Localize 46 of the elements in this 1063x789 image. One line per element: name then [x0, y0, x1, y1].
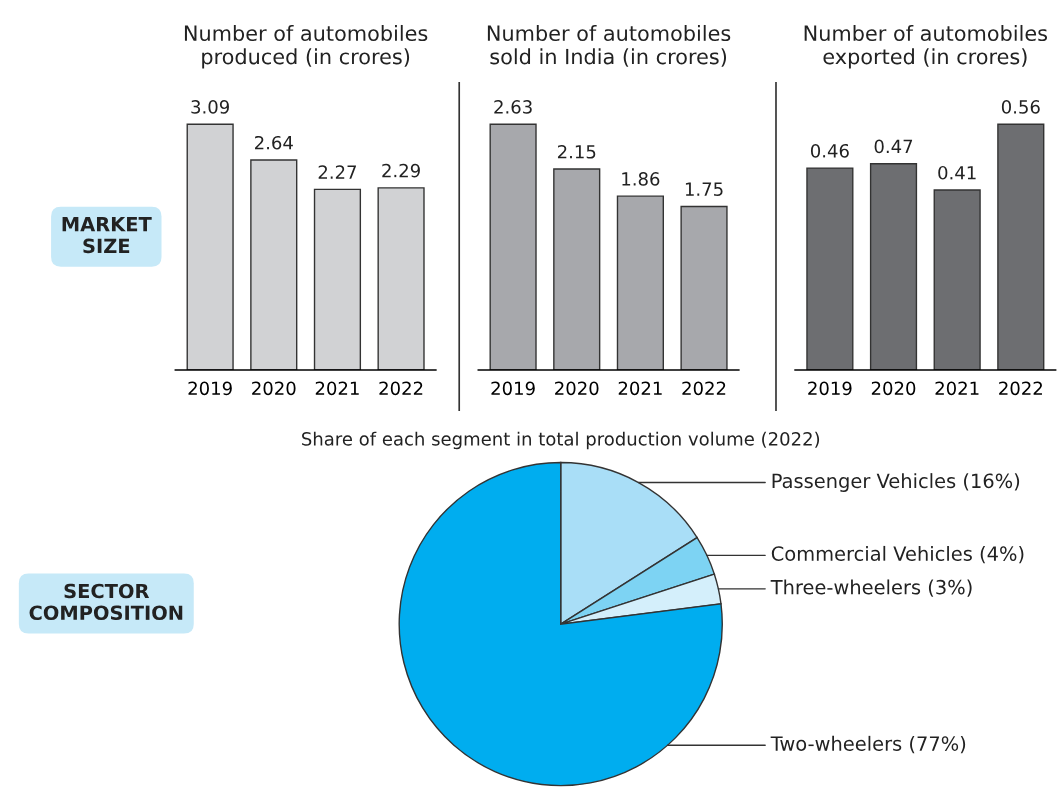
data-label: 0.47	[874, 139, 913, 154]
slice-label: Commercial Vehicles (4%)	[771, 545, 1024, 564]
x-tick-label: 2022	[682, 381, 726, 396]
bar	[553, 168, 601, 371]
x-tick-label: 2021	[618, 381, 662, 396]
data-label: 1.86	[622, 172, 660, 186]
data-label: 1.75	[685, 182, 723, 196]
x-tick-label: 2020	[871, 381, 916, 396]
x-tick-label: 2019	[188, 381, 232, 396]
data-label: 0.56	[1001, 100, 1040, 114]
bar	[806, 167, 854, 371]
bar	[933, 189, 981, 371]
chart-title: Share of each segment in total production volume (2022)	[302, 431, 820, 450]
bar	[680, 205, 728, 371]
data-label: 3.09	[191, 100, 229, 114]
data-label: 2.27	[318, 165, 356, 179]
slice-label: Passenger Vehicles (16%)	[772, 473, 1020, 492]
bar	[186, 123, 234, 371]
x-tick-label: 2022	[379, 381, 423, 396]
data-label: 2.29	[382, 163, 420, 178]
bar	[616, 195, 664, 371]
x-tick-label: 2022	[999, 381, 1042, 396]
text: SECTOR COMPOSITION	[29, 583, 183, 621]
bar	[313, 188, 362, 371]
chart-title: Number of automobiles sold in India (in crores)	[487, 24, 731, 67]
slice-label: Three-wheelers (3%)	[770, 579, 972, 597]
data-label: 2.15	[557, 144, 596, 159]
x-tick-label: 2020	[252, 381, 296, 396]
data-label: 0.46	[810, 143, 849, 158]
x-tick-label: 2019	[808, 381, 852, 396]
bar	[997, 123, 1045, 371]
text: MARKET SIZE	[62, 217, 152, 254]
data-label: 2.64	[255, 135, 293, 150]
chart-title: Number of automobiles produced (in crores)	[184, 24, 428, 69]
bar	[250, 159, 298, 371]
bar	[869, 163, 918, 371]
x-tick-label: 2019	[491, 381, 535, 396]
data-label: 2.63	[494, 100, 532, 114]
x-tick-label: 2021	[315, 381, 359, 396]
data-label: 0.41	[938, 165, 976, 180]
bar	[377, 187, 425, 371]
chart-title: Number of automobiles exported (in crores)	[804, 24, 1048, 69]
x-tick-label: 2020	[555, 381, 599, 396]
x-tick-label: 2021	[935, 381, 979, 396]
slice-label: Two-wheelers (77%)	[770, 735, 966, 754]
bar	[489, 123, 537, 371]
